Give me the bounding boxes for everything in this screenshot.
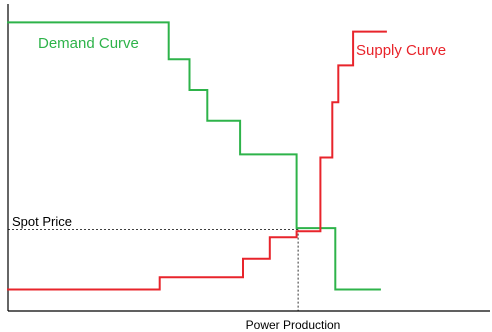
x-axis-label: Power Production <box>246 318 341 332</box>
supply-curve-label: Supply Curve <box>356 42 446 59</box>
supply-curve-line <box>7 30 387 291</box>
demand-curve-label: Demand Curve <box>38 35 139 52</box>
spot-price-label: Spot Price <box>12 214 72 229</box>
demand-curve-line <box>7 21 381 291</box>
